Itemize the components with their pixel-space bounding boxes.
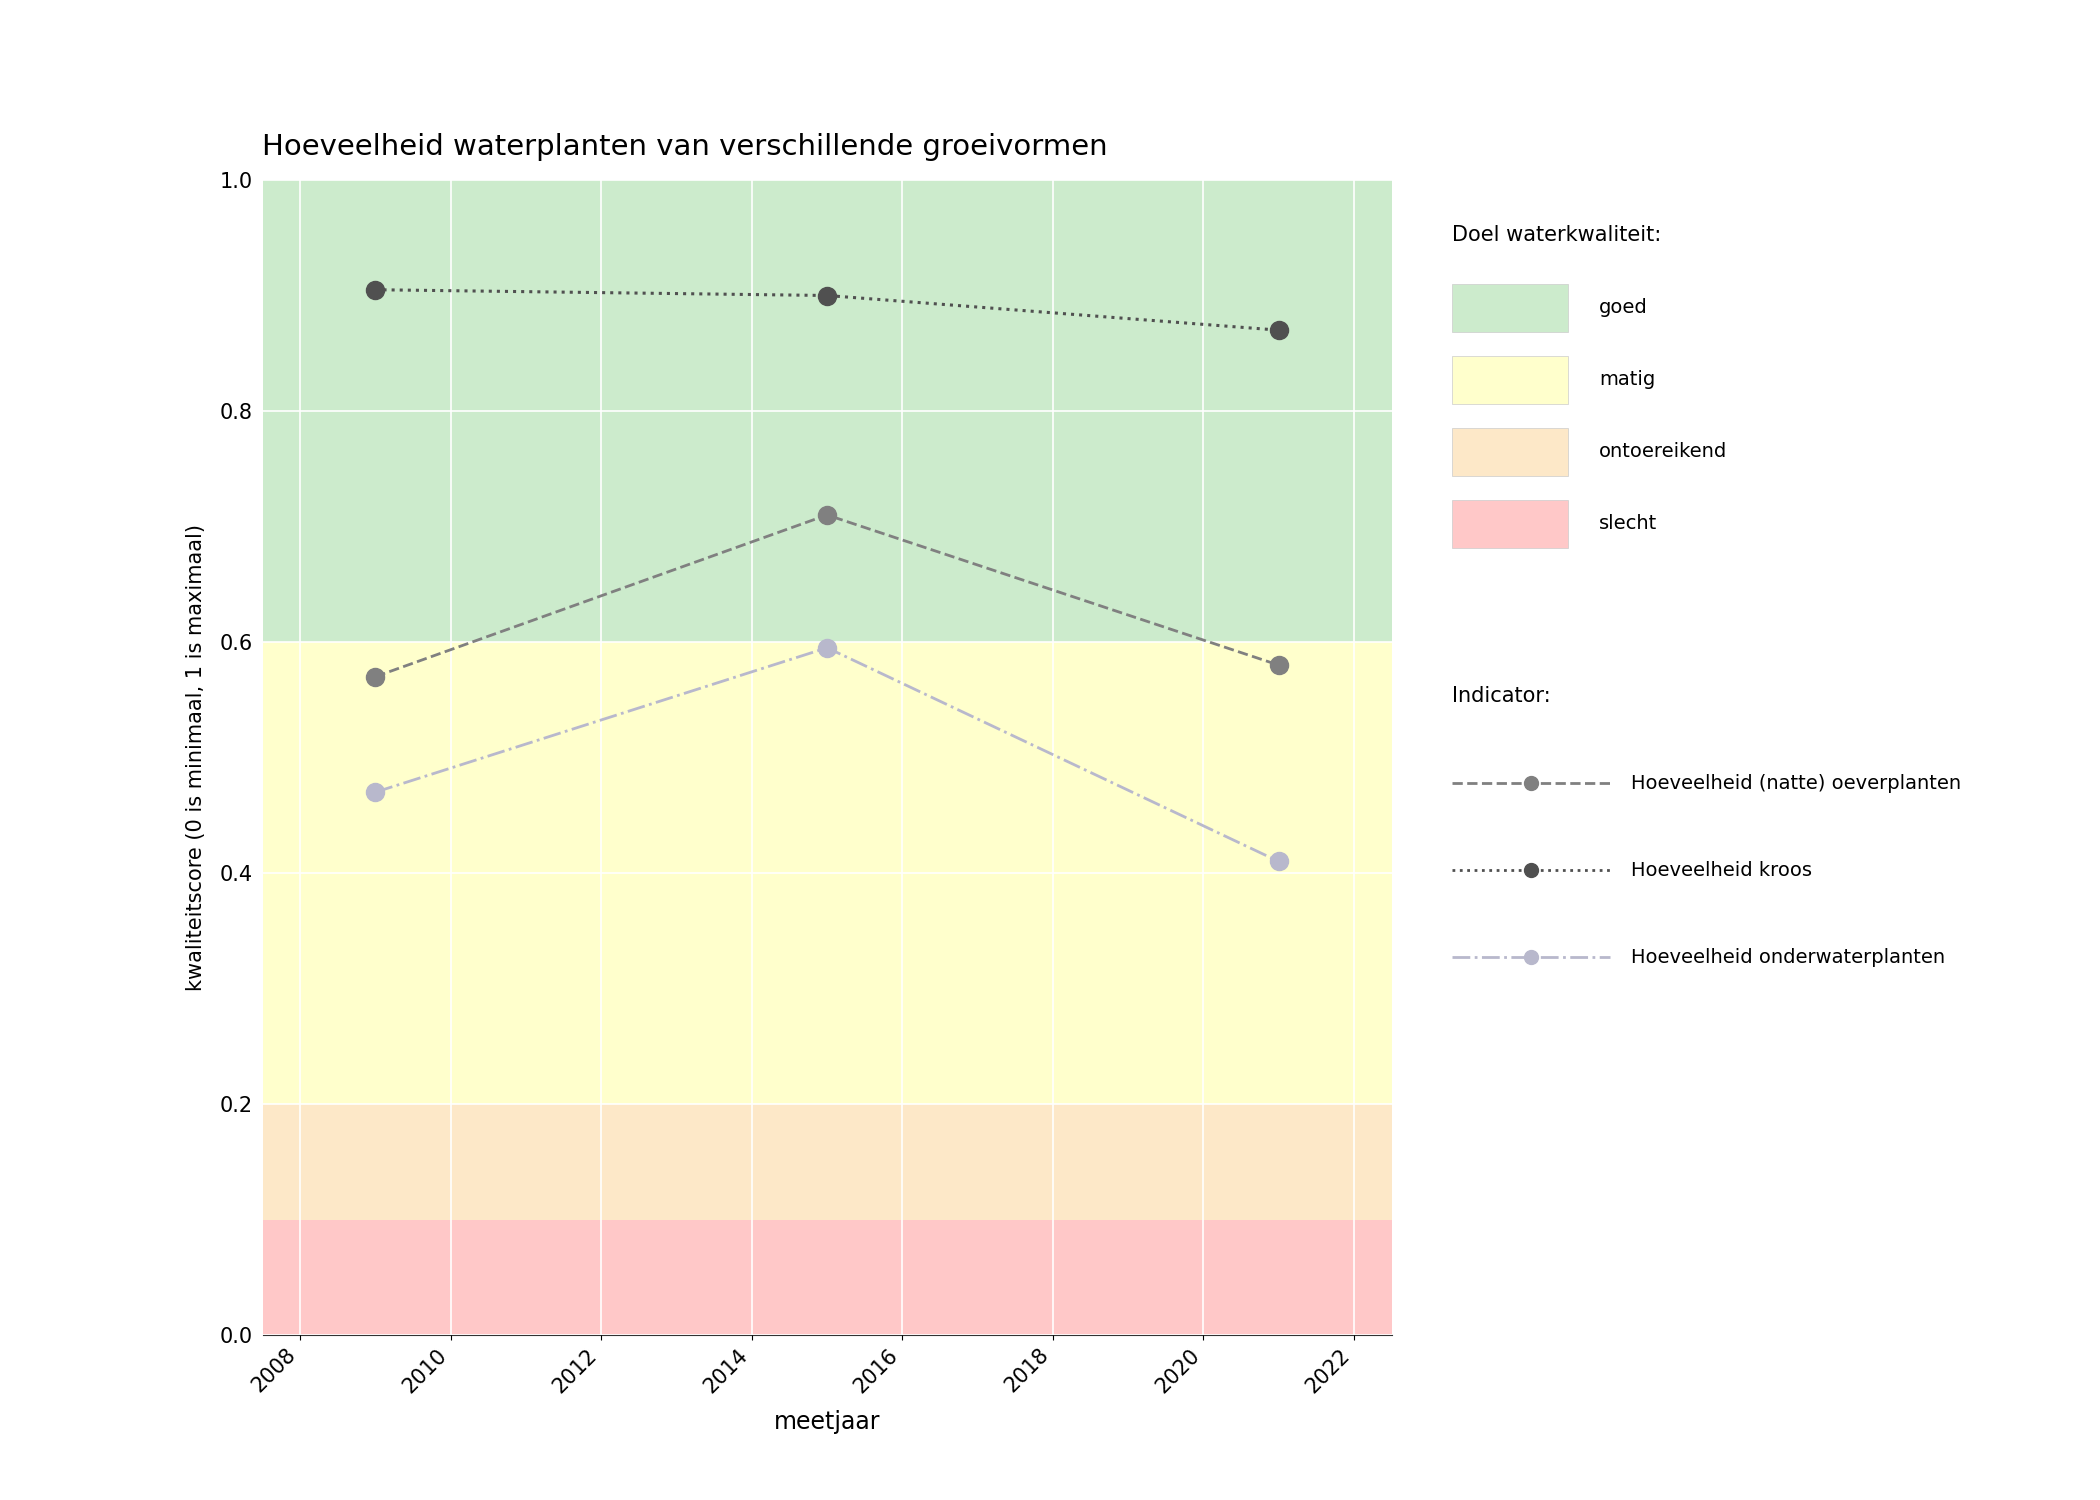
Text: goed: goed [1600,298,1648,316]
Text: Doel waterkwaliteit:: Doel waterkwaliteit: [1453,225,1661,245]
Y-axis label: kwaliteitscore (0 is minimaal, 1 is maximaal): kwaliteitscore (0 is minimaal, 1 is maxi… [185,524,206,992]
Text: matig: matig [1600,370,1655,388]
Text: Hoeveelheid onderwaterplanten: Hoeveelheid onderwaterplanten [1632,948,1945,966]
Text: Hoeveelheid waterplanten van verschillende groeivormen: Hoeveelheid waterplanten van verschillen… [262,134,1109,160]
Text: Hoeveelheid (natte) oeverplanten: Hoeveelheid (natte) oeverplanten [1632,774,1961,792]
X-axis label: meetjaar: meetjaar [773,1410,880,1434]
Bar [262,1104,1392,1220]
Text: Indicator:: Indicator: [1453,686,1552,705]
Text: slecht: slecht [1600,514,1657,532]
Bar [262,180,1392,642]
Text: ontoereikend: ontoereikend [1600,442,1728,460]
Bar [262,642,1392,1104]
Bar [262,1220,1392,1335]
Text: Hoeveelheid kroos: Hoeveelheid kroos [1632,861,1812,879]
